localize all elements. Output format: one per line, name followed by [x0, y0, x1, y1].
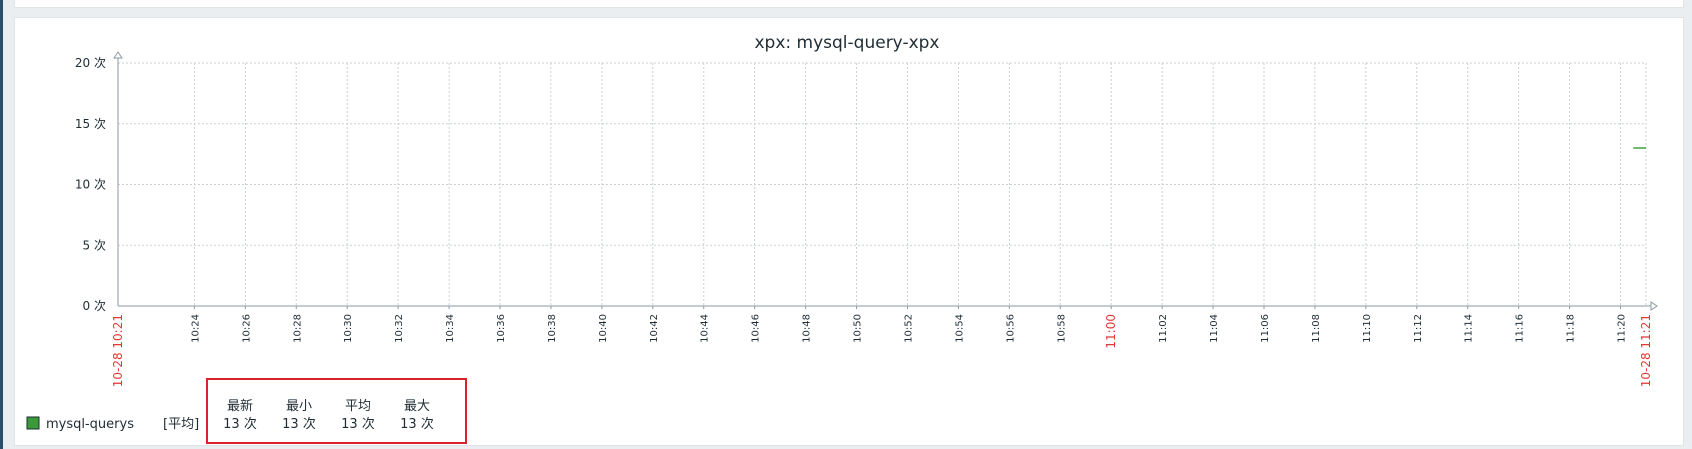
- x-tick-label: 11:08: [1311, 314, 1322, 343]
- legend-stat-header: 最新: [227, 398, 253, 414]
- x-tick-label: 11:02: [1158, 314, 1169, 343]
- x-start-label: 10-28 10:21: [111, 314, 125, 387]
- y-tick-label: 15 次: [75, 117, 106, 131]
- x-tick-label: 10:32: [394, 314, 405, 343]
- x-tick-label: 10:34: [445, 314, 456, 343]
- x-tick-label: 10:40: [598, 314, 609, 343]
- y-tick-label: 10 次: [75, 178, 106, 192]
- legend: mysql-querys [平均] 最新 13 次 最小 13 次 平均 13 次 最大 13…: [26, 378, 467, 444]
- legend-stat-header: 最小: [286, 399, 312, 414]
- y-tick-label: 5 次: [83, 238, 106, 252]
- y-tick-label: 20 次: [75, 56, 106, 70]
- x-tick-label: 11:16: [1515, 314, 1526, 343]
- legend-stat-header: 平均: [345, 399, 371, 414]
- legend-stat-value: 13 次: [282, 416, 316, 432]
- x-tick-label: 11:10: [1362, 314, 1373, 343]
- chart-grid: [118, 62, 1647, 306]
- x-tick-label: 11:20: [1617, 314, 1628, 343]
- x-tick-label: 10:46: [751, 314, 762, 343]
- x-tick-label: 11:06: [1260, 314, 1271, 343]
- legend-stat-value: 13 次: [341, 416, 375, 432]
- legend-function: [平均]: [163, 417, 199, 432]
- legend-stats: 最新 13 次 最小 13 次 平均 13 次 最大 13 次: [223, 398, 434, 432]
- legend-swatch: [26, 416, 40, 430]
- legend-stat-header: 最大: [404, 399, 430, 414]
- x-end-label: 10-28 11:21: [1639, 314, 1653, 387]
- x-tick-label: 10:48: [802, 314, 813, 343]
- x-tick-label: 11:12: [1413, 314, 1424, 343]
- x-tick-label: 10:30: [343, 314, 354, 343]
- x-tick-label: 10:38: [547, 314, 558, 343]
- legend-highlight-box: [206, 378, 467, 444]
- graph-panel: [14, 17, 1684, 446]
- x-tick-label: 10:24: [190, 314, 201, 343]
- x-tick-label: 11:18: [1566, 314, 1577, 343]
- x-tick-label: 10:44: [700, 314, 711, 343]
- x-axis-arrow: [1650, 301, 1658, 311]
- x-axis-ticks: 10:24 10:26 10:28 10:30 10:32 10:34 10:36 10:38…: [111, 314, 1653, 387]
- previous-panel: [14, 0, 1684, 8]
- x-tick-label: 11:14: [1464, 314, 1475, 343]
- x-tick-label: 10:56: [1005, 314, 1016, 343]
- legend-stat-value: 13 次: [223, 416, 257, 432]
- x-tick-label: 10:26: [241, 314, 252, 343]
- x-tick-label: 10:42: [649, 314, 660, 343]
- chart-title: xpx: mysql-query-xpx: [755, 33, 940, 53]
- x-tick-label: 10:58: [1056, 314, 1067, 343]
- x-tick-label: 11:04: [1209, 314, 1220, 343]
- chart-axes: [113, 51, 1658, 311]
- x-tick-label: 10:50: [853, 314, 864, 343]
- y-axis-arrow: [113, 51, 123, 59]
- x-tick-label: 10:28: [292, 314, 303, 343]
- y-tick-label: 0 次: [83, 299, 106, 313]
- x-tick-label: 10:36: [496, 314, 507, 343]
- legend-series-name: mysql-querys: [46, 417, 134, 432]
- legend-stat-value: 13 次: [400, 416, 434, 432]
- x-tick-label: 10:54: [954, 314, 965, 343]
- y-axis-ticks: 0 次 5 次 10 次 15 次 20 次: [75, 56, 106, 313]
- sidebar-edge: [0, 0, 3, 449]
- x-tick-label: 10:52: [903, 314, 914, 343]
- x-tick-label: 11:00: [1104, 314, 1118, 349]
